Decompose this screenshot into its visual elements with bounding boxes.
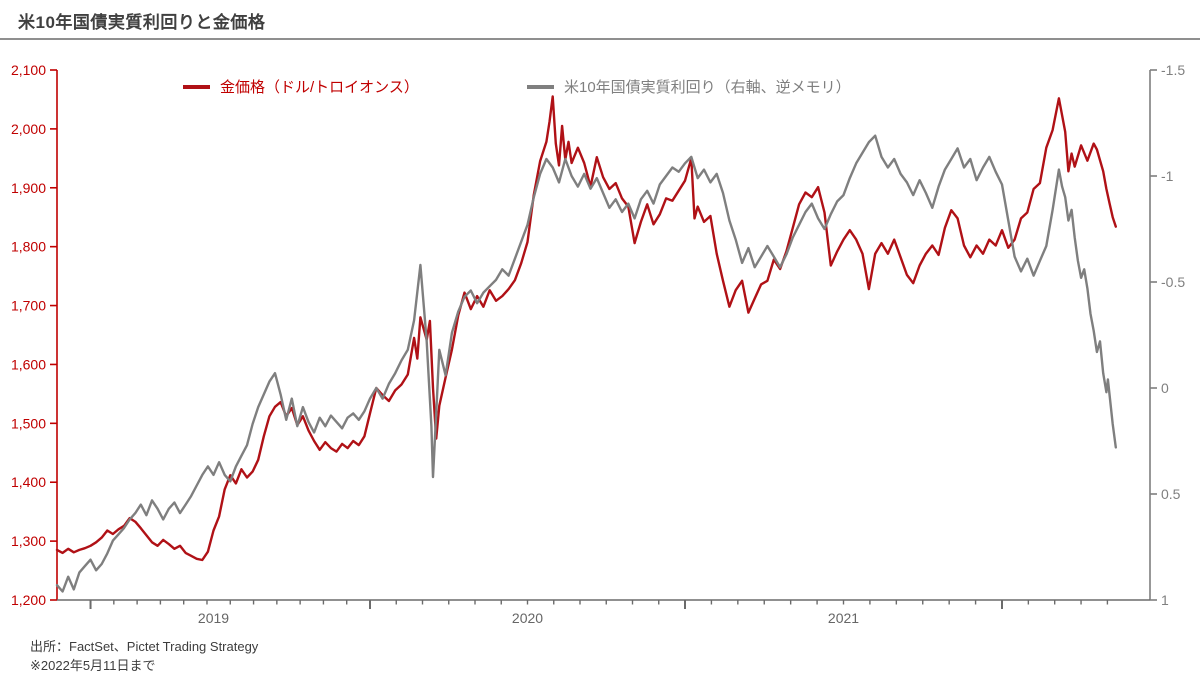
left-axis-tick-label: 1,600 [11, 356, 46, 372]
right-axis-tick-label: 0.5 [1161, 486, 1181, 502]
left-axis-tick-label: 2,100 [11, 62, 46, 78]
source-note: 出所：FactSet、Pictet Trading Strategy [30, 639, 259, 654]
right-axis-tick-label: -1.5 [1161, 62, 1185, 78]
left-axis-tick-label: 1,900 [11, 180, 46, 196]
right-axis-tick-label: 1 [1161, 592, 1169, 608]
legend-item-gold: 金価格（ドル/トロイオンス） [183, 76, 419, 97]
right-axis-tick-label: -1 [1161, 168, 1174, 184]
cutoff-note: ※2022年5月11日まで [30, 658, 156, 673]
left-axis-tick-label: 1,300 [11, 533, 46, 549]
left-axis-tick-label: 2,000 [11, 121, 46, 137]
left-axis-tick-label: 1,500 [11, 415, 46, 431]
left-axis-tick-label: 1,400 [11, 474, 46, 490]
x-axis-year-label: 2019 [198, 610, 229, 626]
gold-line-swatch [183, 84, 210, 89]
x-axis-year-label: 2020 [512, 610, 543, 626]
legend-label-yield: 米10年国債実質利回り（右軸、逆メモリ） [564, 79, 851, 96]
left-axis-tick-label: 1,200 [11, 592, 46, 608]
yield-line-swatch [527, 84, 554, 89]
right-axis-tick-label: -0.5 [1161, 274, 1185, 290]
legend-item-yield: 米10年国債実質利回り（右軸、逆メモリ） [527, 76, 851, 97]
title-divider [0, 38, 1200, 40]
left-axis-tick-label: 1,800 [11, 239, 46, 255]
x-axis-year-label: 2021 [828, 610, 859, 626]
page-title: 米10年国債実質利回りと金価格 [18, 13, 266, 32]
gold-line [55, 95, 1118, 562]
right-axis-tick-label: 0 [1161, 380, 1169, 396]
yield-line [55, 134, 1118, 593]
legend-label-gold: 金価格（ドル/トロイオンス） [220, 79, 419, 96]
left-axis-tick-label: 1,700 [11, 298, 46, 314]
